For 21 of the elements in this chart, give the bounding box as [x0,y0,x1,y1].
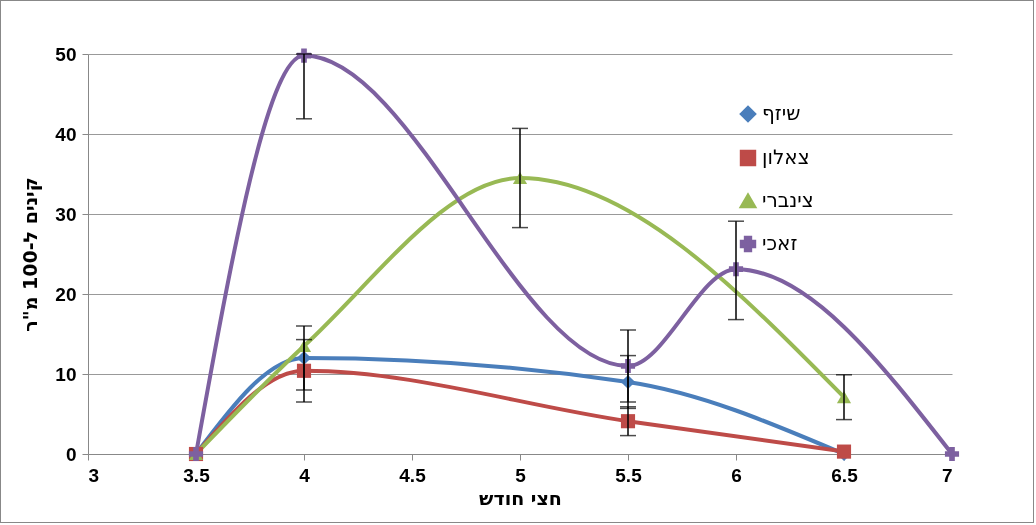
y-axis-title: קינים ל-100 מ"ר [19,177,43,332]
y-tick-label: 50 [55,43,77,65]
y-tick-label: 0 [65,443,77,465]
x-tick-label: 3 [88,464,100,486]
x-axis-title: חצי חודש [479,486,562,509]
x-tick-label: 5 [515,464,527,486]
y-tick-label: 30 [55,203,77,225]
legend-label: צינברי [762,188,814,212]
y-tick-label: 10 [55,363,77,385]
x-tick-label: 7 [941,464,953,486]
legend-label: זאכי [762,231,798,255]
y-tick-label: 20 [55,283,77,305]
legend-label: צאלון [762,145,810,169]
x-tick-label: 6 [731,464,742,486]
x-tick-label: 3.5 [183,464,211,486]
x-tick-label: 4.5 [399,464,427,486]
y-tick-label: 40 [55,123,77,145]
x-tick-label: 6.5 [831,464,859,486]
x-tick-label: 4 [299,464,311,486]
x-tick-label: 5.5 [615,464,643,486]
legend-label: שיזף [762,101,801,125]
